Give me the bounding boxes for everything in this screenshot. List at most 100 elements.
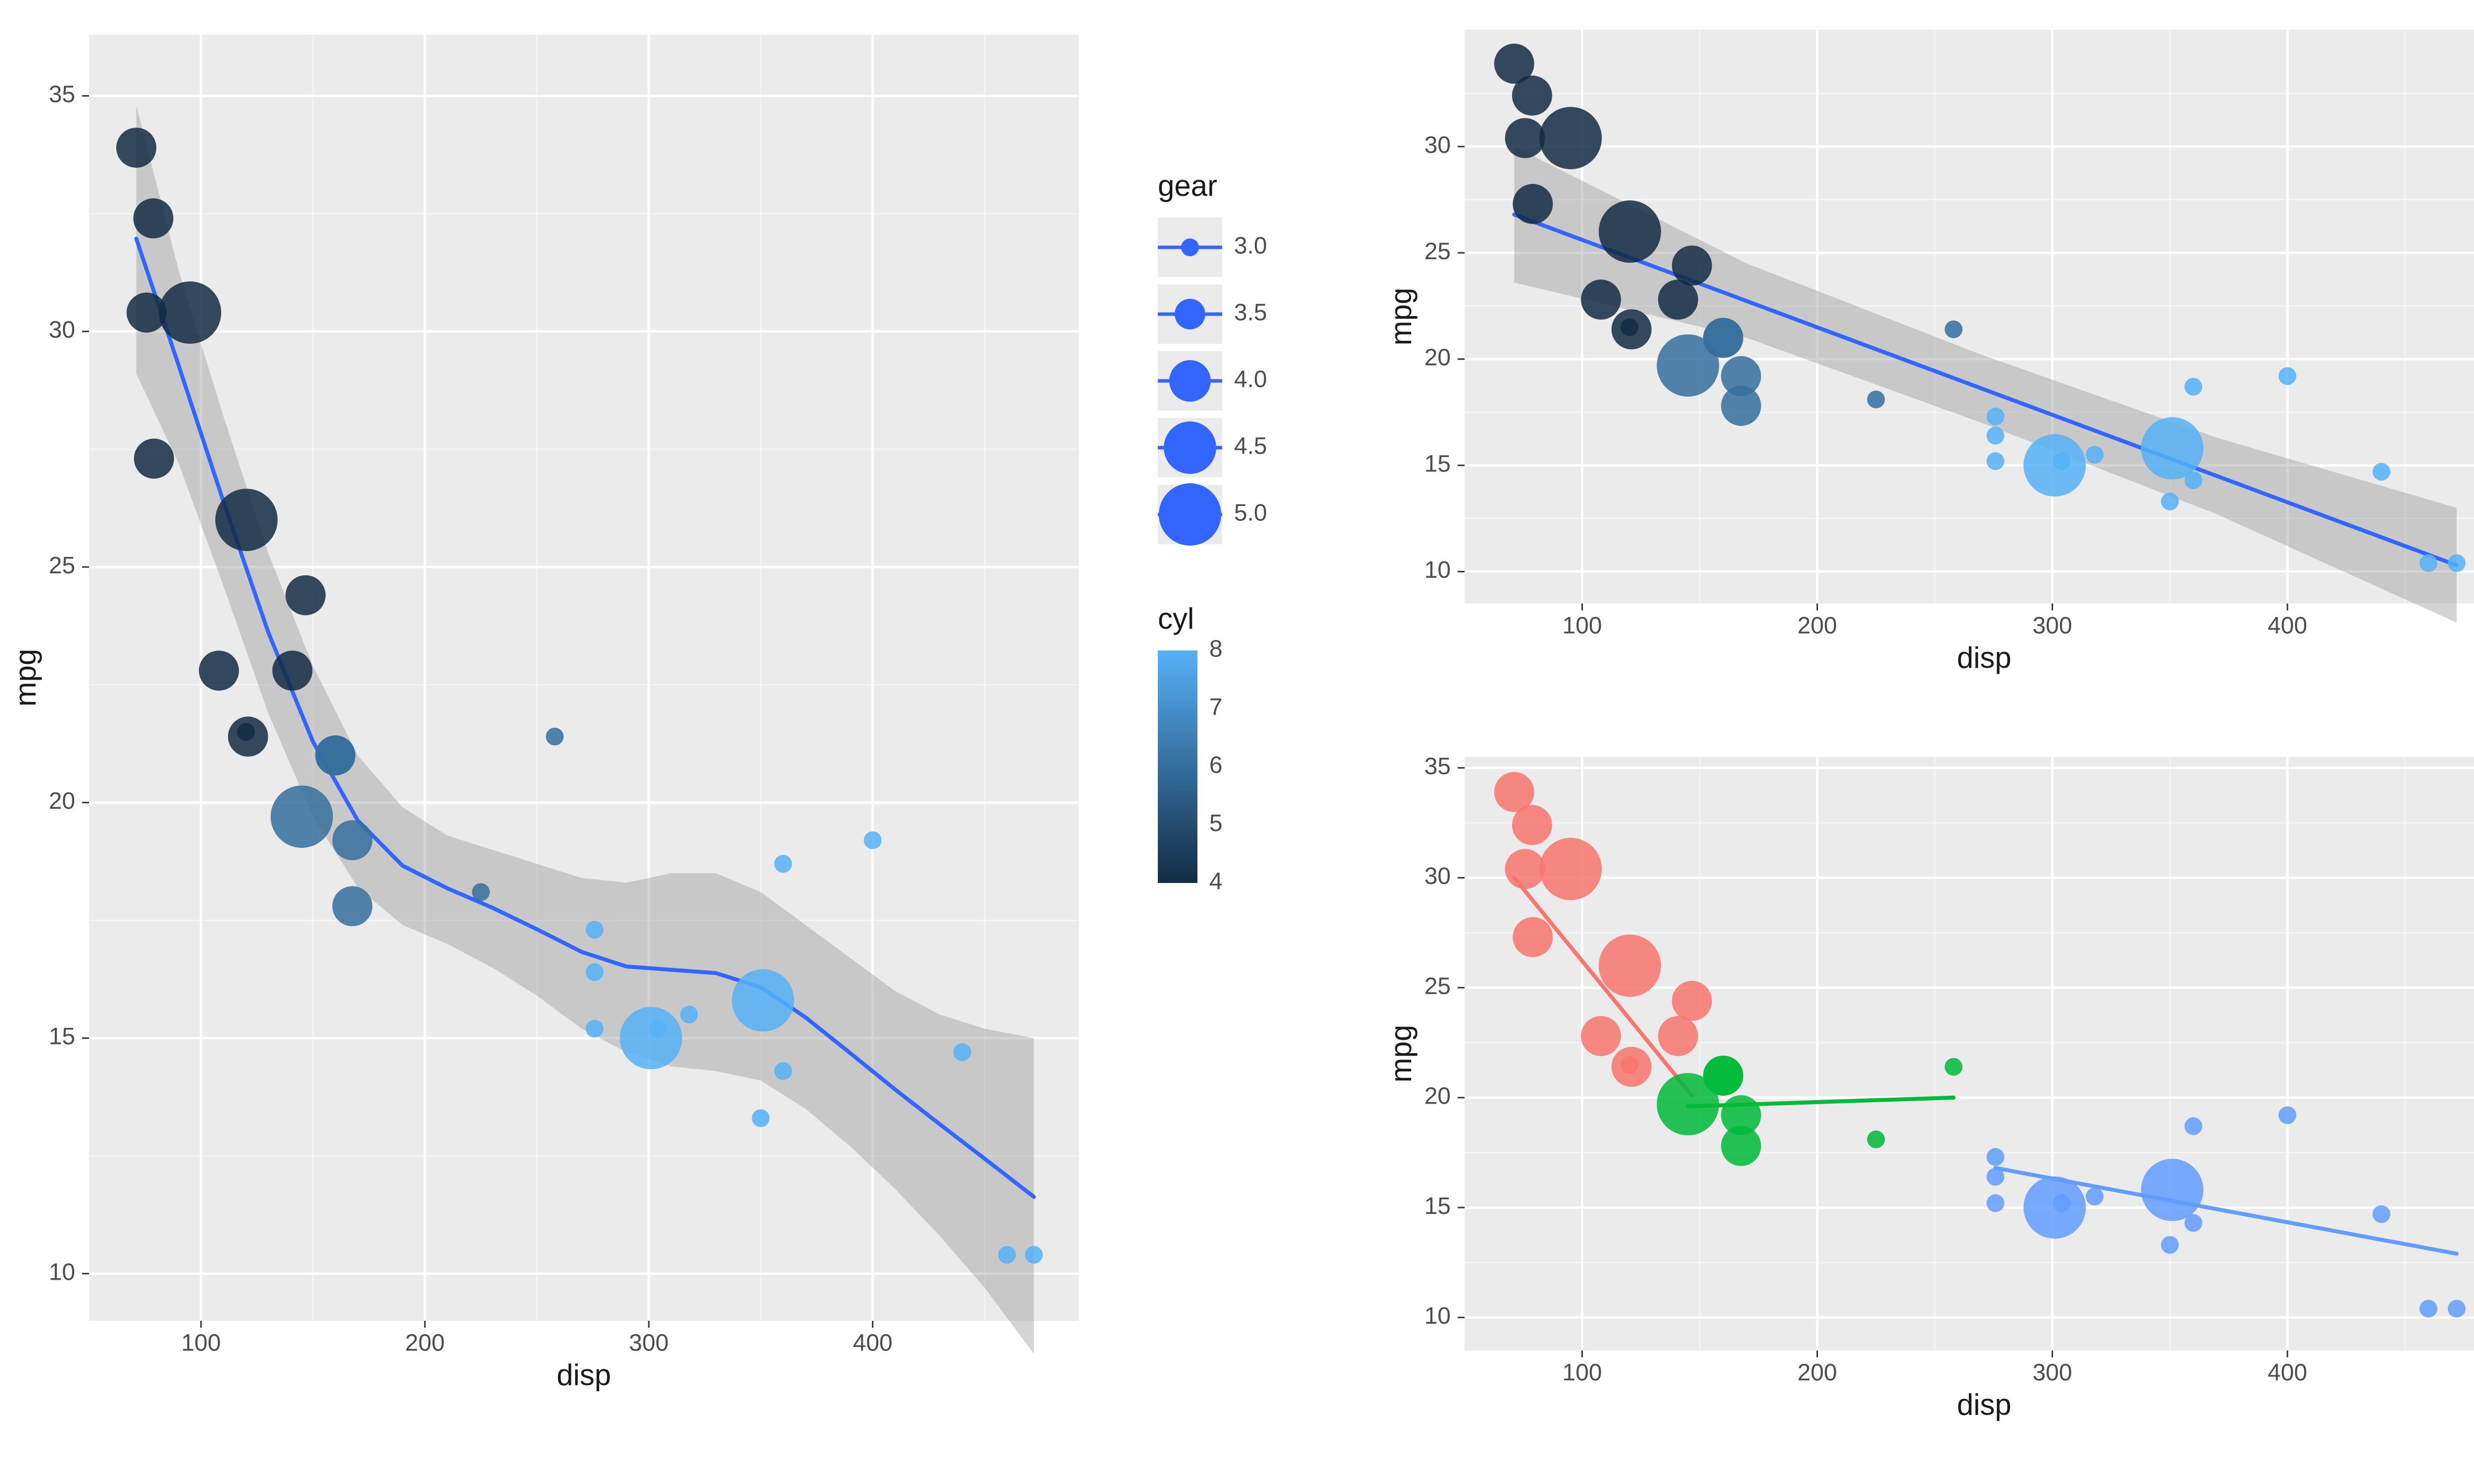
data-point <box>1987 1168 2004 1186</box>
svg-text:300: 300 <box>2033 613 2072 639</box>
data-point <box>1581 1016 1621 1056</box>
data-point <box>1025 1246 1043 1264</box>
svg-text:4: 4 <box>1209 869 1223 895</box>
svg-text:400: 400 <box>2268 1360 2307 1386</box>
svg-text:25: 25 <box>1425 973 1451 999</box>
svg-text:10: 10 <box>1425 1303 1451 1329</box>
data-point <box>2161 1236 2179 1254</box>
data-point <box>333 820 373 860</box>
svg-text:30: 30 <box>1425 132 1451 158</box>
data-point <box>774 855 792 873</box>
legend-gear-label: 3.0 <box>1234 233 1267 259</box>
svg-text:100: 100 <box>1563 613 1602 639</box>
panel-bg <box>1465 757 2474 1350</box>
data-point <box>1494 772 1534 812</box>
data-point <box>864 832 882 849</box>
data-point <box>2185 378 2202 396</box>
data-point <box>1945 321 1962 338</box>
data-point <box>2448 554 2466 572</box>
data-point <box>2024 1176 2086 1239</box>
legend-left: gear3.03.54.04.55.0cyl45678 <box>1158 169 1267 895</box>
data-point <box>1657 334 1719 397</box>
data-point <box>228 717 268 757</box>
data-point <box>271 786 333 848</box>
data-point <box>1987 427 2004 445</box>
svg-text:20: 20 <box>49 788 75 814</box>
data-point <box>586 921 604 939</box>
svg-text:300: 300 <box>629 1330 668 1356</box>
legend-key-point <box>1164 421 1216 474</box>
data-point <box>2448 1300 2466 1318</box>
data-point <box>1721 1126 1761 1166</box>
data-point <box>1599 934 1661 997</box>
svg-text:15: 15 <box>1425 451 1451 477</box>
data-point <box>1513 917 1553 957</box>
legend-cyl-title: cyl <box>1158 602 1194 635</box>
data-point <box>159 281 221 344</box>
data-point <box>1505 849 1545 889</box>
y-axis-title: mpg <box>1384 1025 1418 1083</box>
data-point <box>752 1109 769 1127</box>
data-point <box>2024 434 2086 497</box>
data-point <box>2279 1106 2296 1124</box>
data-point <box>2279 367 2296 385</box>
data-point <box>1494 44 1534 84</box>
svg-text:10: 10 <box>1425 557 1451 583</box>
bottom-right-chart: 100200300400101520253035dispmpg <box>1384 753 2474 1421</box>
svg-text:5: 5 <box>1209 810 1223 836</box>
data-point <box>2420 554 2437 572</box>
data-point <box>586 963 604 981</box>
data-point <box>998 1246 1016 1264</box>
data-point <box>333 886 373 926</box>
svg-text:8: 8 <box>1209 636 1223 662</box>
data-point <box>2185 1117 2202 1135</box>
x-axis-title: disp <box>1957 1388 2011 1421</box>
svg-text:30: 30 <box>1425 863 1451 889</box>
svg-text:20: 20 <box>1425 345 1451 371</box>
legend-key-point <box>1169 360 1211 402</box>
data-point <box>1987 1194 2004 1212</box>
data-point <box>1987 408 2004 425</box>
data-point <box>1867 391 1885 409</box>
svg-text:35: 35 <box>49 81 75 107</box>
svg-text:200: 200 <box>405 1330 445 1356</box>
legend-gear-label: 4.0 <box>1234 367 1267 393</box>
data-point <box>1539 107 1602 169</box>
data-point <box>1987 452 2004 470</box>
svg-text:7: 7 <box>1209 694 1223 720</box>
svg-text:300: 300 <box>2033 1360 2072 1386</box>
svg-text:100: 100 <box>181 1330 221 1356</box>
data-point <box>2086 1188 2103 1206</box>
svg-text:10: 10 <box>49 1259 75 1285</box>
svg-text:30: 30 <box>49 317 75 343</box>
legend-key-point <box>1181 238 1199 256</box>
legend-key-point <box>1175 299 1205 329</box>
data-point <box>2086 446 2103 464</box>
data-point <box>1513 184 1553 224</box>
data-point <box>2373 463 2390 481</box>
top-right-chart: 1002003004001015202530dispmpg <box>1384 30 2474 674</box>
svg-text:25: 25 <box>1425 238 1451 265</box>
svg-text:6: 6 <box>1209 752 1223 779</box>
data-point <box>546 728 564 745</box>
data-point <box>1658 279 1698 320</box>
data-point <box>1721 386 1761 426</box>
data-point <box>2373 1205 2390 1223</box>
data-point <box>199 650 239 691</box>
y-axis-title: mpg <box>9 649 42 707</box>
data-point <box>134 439 174 479</box>
data-point <box>2141 1159 2203 1221</box>
left-chart: 100200300400101520253035dispmpg <box>9 35 1079 1391</box>
svg-text:25: 25 <box>49 553 75 579</box>
data-point <box>315 736 355 776</box>
data-point <box>2161 493 2179 510</box>
data-point <box>1599 200 1661 263</box>
data-point <box>272 650 312 691</box>
data-point <box>1987 1148 2004 1166</box>
svg-text:35: 35 <box>1425 753 1451 780</box>
data-point <box>1612 1047 1652 1087</box>
data-point <box>1672 981 1712 1021</box>
data-point <box>732 969 794 1031</box>
data-point <box>1505 118 1545 158</box>
data-point <box>472 883 490 901</box>
